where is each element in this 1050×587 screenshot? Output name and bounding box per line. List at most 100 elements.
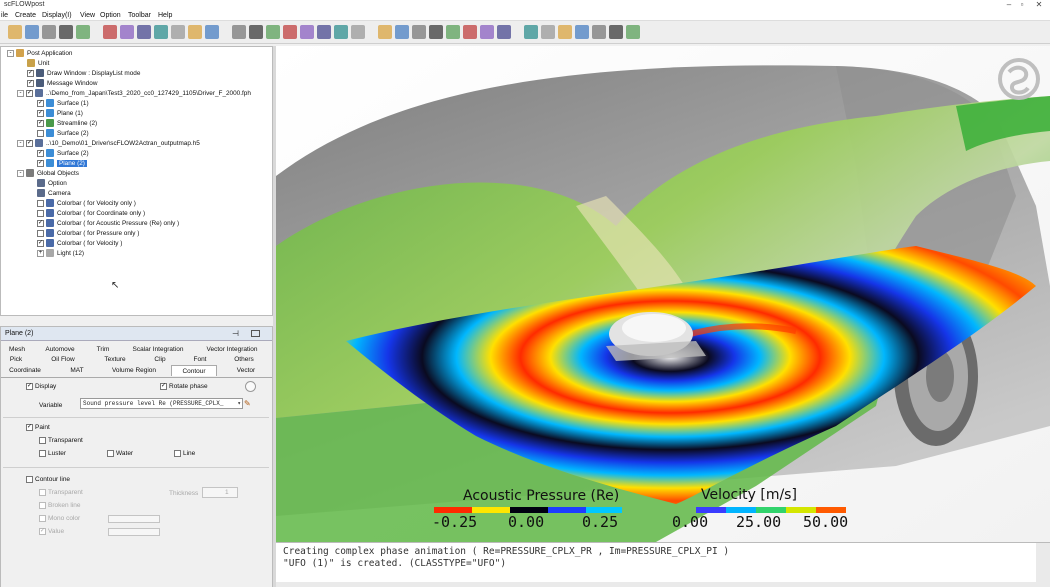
grid-icon[interactable] bbox=[232, 25, 246, 39]
tab-mat[interactable]: MAT bbox=[70, 367, 84, 374]
layers-icon[interactable] bbox=[120, 25, 134, 39]
visibility-checkbox[interactable]: ✓ bbox=[37, 119, 44, 127]
menu-option[interactable]: Option bbox=[100, 12, 121, 19]
save-as-icon[interactable] bbox=[42, 25, 56, 39]
maximize-panel-icon[interactable] bbox=[251, 330, 260, 337]
tree-item[interactable]: ✓ Plane (2) bbox=[37, 159, 87, 169]
tab-contour[interactable]: Contour bbox=[171, 365, 217, 376]
mono-color-swatch[interactable] bbox=[108, 515, 160, 523]
zoom-fit-icon[interactable] bbox=[283, 25, 297, 39]
visibility-checkbox[interactable]: ✓ bbox=[26, 139, 33, 147]
visibility-checkbox[interactable] bbox=[37, 209, 44, 217]
fill-icon[interactable] bbox=[558, 25, 572, 39]
close-button[interactable]: ✕ bbox=[1035, 0, 1043, 9]
tab-oil-flow[interactable]: Oil Flow bbox=[51, 356, 75, 363]
tree-item[interactable]: ✓ Draw Window : DisplayList mode bbox=[27, 69, 140, 79]
tree-item[interactable]: Unit bbox=[27, 59, 49, 69]
visibility-checkbox[interactable] bbox=[37, 199, 44, 207]
visibility-checkbox[interactable]: ✓ bbox=[26, 89, 33, 97]
box-icon[interactable] bbox=[541, 25, 555, 39]
transparent-checkbox[interactable]: Transparent bbox=[39, 437, 83, 444]
collapse-icon[interactable]: - bbox=[7, 49, 14, 57]
cube-icon[interactable] bbox=[76, 25, 90, 39]
tree-item[interactable]: ✓ Surface (2) bbox=[37, 149, 89, 159]
visibility-checkbox[interactable]: ✓ bbox=[37, 159, 44, 167]
panel-splitter[interactable] bbox=[273, 46, 276, 587]
help-icon[interactable] bbox=[626, 25, 640, 39]
menu-display[interactable]: Display(I) bbox=[42, 12, 72, 19]
tab-pick[interactable]: Pick bbox=[9, 356, 23, 363]
display-icon[interactable] bbox=[171, 25, 185, 39]
copy-icon[interactable] bbox=[351, 25, 365, 39]
visibility-checkbox[interactable]: ✓ bbox=[27, 79, 34, 87]
luster-checkbox[interactable]: Luster bbox=[39, 450, 66, 457]
phase-dial-icon[interactable] bbox=[245, 381, 256, 392]
tree-item[interactable]: + Light (12) bbox=[37, 249, 84, 259]
tree-item[interactable]: ✓ Message Window bbox=[27, 79, 97, 89]
visibility-checkbox[interactable]: ✓ bbox=[37, 239, 44, 247]
value-field[interactable] bbox=[108, 528, 160, 536]
palette-icon[interactable] bbox=[524, 25, 538, 39]
visibility-checkbox[interactable]: ✓ bbox=[27, 69, 34, 77]
tab-volume-region[interactable]: Volume Region bbox=[111, 367, 157, 374]
settings-icon[interactable] bbox=[188, 25, 202, 39]
zoom-icon[interactable] bbox=[266, 25, 280, 39]
minimize-button[interactable]: – bbox=[1006, 0, 1012, 9]
tree-item[interactable]: Colorbar ( for Coordinate only ) bbox=[37, 209, 145, 219]
color-picker-icon[interactable]: ✎ bbox=[244, 399, 251, 408]
tree-item[interactable]: - Global Objects bbox=[17, 169, 79, 179]
tab-vector[interactable]: Vector bbox=[236, 367, 256, 374]
tree-item[interactable]: Option bbox=[37, 179, 67, 189]
menu-create[interactable]: Create bbox=[15, 12, 37, 19]
broken-line-checkbox[interactable]: Broken line bbox=[39, 502, 81, 509]
tab-trim[interactable]: Trim bbox=[96, 346, 110, 353]
message-vertical-scrollbar[interactable] bbox=[1036, 543, 1050, 587]
water-checkbox[interactable]: Water bbox=[107, 450, 133, 457]
tree-item[interactable]: ✓ Colorbar ( for Acoustic Pressure (Re) o… bbox=[37, 219, 179, 229]
tree-item[interactable]: - Post Application bbox=[7, 49, 72, 59]
tree-item[interactable]: ✓ Streamline (2) bbox=[37, 119, 97, 129]
chart-icon[interactable] bbox=[429, 25, 443, 39]
rotate-icon[interactable] bbox=[249, 25, 263, 39]
visibility-checkbox[interactable]: ✓ bbox=[37, 109, 44, 117]
graph-icon[interactable] bbox=[412, 25, 426, 39]
tree-item[interactable]: Colorbar ( for Velocity only ) bbox=[37, 199, 136, 209]
collapse-icon[interactable]: - bbox=[17, 89, 24, 97]
visibility-checkbox[interactable] bbox=[37, 229, 44, 237]
layout-icon[interactable] bbox=[609, 25, 623, 39]
model-icon[interactable] bbox=[103, 25, 117, 39]
menu-view[interactable]: View bbox=[80, 12, 96, 19]
tree-item[interactable]: Surface (2) bbox=[37, 129, 89, 139]
tab-others[interactable]: Others bbox=[234, 356, 254, 363]
probe-icon[interactable] bbox=[205, 25, 219, 39]
collapse-icon[interactable]: - bbox=[17, 169, 24, 177]
window-icon[interactable] bbox=[334, 25, 348, 39]
tree-item[interactable]: - ✓ ..\10_Demo\01_Driver\scFLOW2Actran_out… bbox=[17, 139, 200, 149]
mono-color-checkbox[interactable]: Mono color bbox=[39, 515, 80, 522]
print-icon[interactable] bbox=[137, 25, 151, 39]
visibility-checkbox[interactable] bbox=[37, 129, 44, 137]
video-icon[interactable] bbox=[480, 25, 494, 39]
value-checkbox[interactable]: ✓ Value bbox=[39, 528, 64, 535]
tab-coordinate[interactable]: Coordinate bbox=[9, 367, 41, 374]
tree-item[interactable]: - ✓ ..\Demo_from_Japan\Test3_2020_cc0_1274… bbox=[17, 89, 251, 99]
tree-item[interactable]: ✓ Colorbar ( for Velocity ) bbox=[37, 239, 122, 249]
menu-toolbar[interactable]: Toolbar bbox=[128, 12, 151, 19]
paint-checkbox[interactable]: ✓ Paint bbox=[26, 424, 50, 431]
color-icon[interactable] bbox=[497, 25, 511, 39]
tab-vector-integration[interactable]: Vector Integration bbox=[206, 346, 258, 353]
tree-item[interactable]: ✓ Surface (1) bbox=[37, 99, 89, 109]
open-icon[interactable] bbox=[8, 25, 22, 39]
tab-mesh[interactable]: Mesh bbox=[9, 346, 25, 353]
bw-icon[interactable] bbox=[575, 25, 589, 39]
tab-font[interactable]: Font bbox=[193, 356, 207, 363]
collapse-icon[interactable]: - bbox=[17, 139, 24, 147]
monitor-icon[interactable] bbox=[592, 25, 606, 39]
message-horizontal-scrollbar[interactable] bbox=[276, 582, 1036, 587]
visibility-checkbox[interactable]: ✓ bbox=[37, 219, 44, 227]
3d-viewport[interactable]: Acoustic Pressure (Re) -0.25 0.00 0.25 V… bbox=[276, 46, 1050, 542]
expand-icon[interactable]: + bbox=[37, 249, 44, 257]
save-icon[interactable] bbox=[25, 25, 39, 39]
menu-help[interactable]: Help bbox=[158, 12, 173, 19]
paste-icon[interactable] bbox=[378, 25, 392, 39]
